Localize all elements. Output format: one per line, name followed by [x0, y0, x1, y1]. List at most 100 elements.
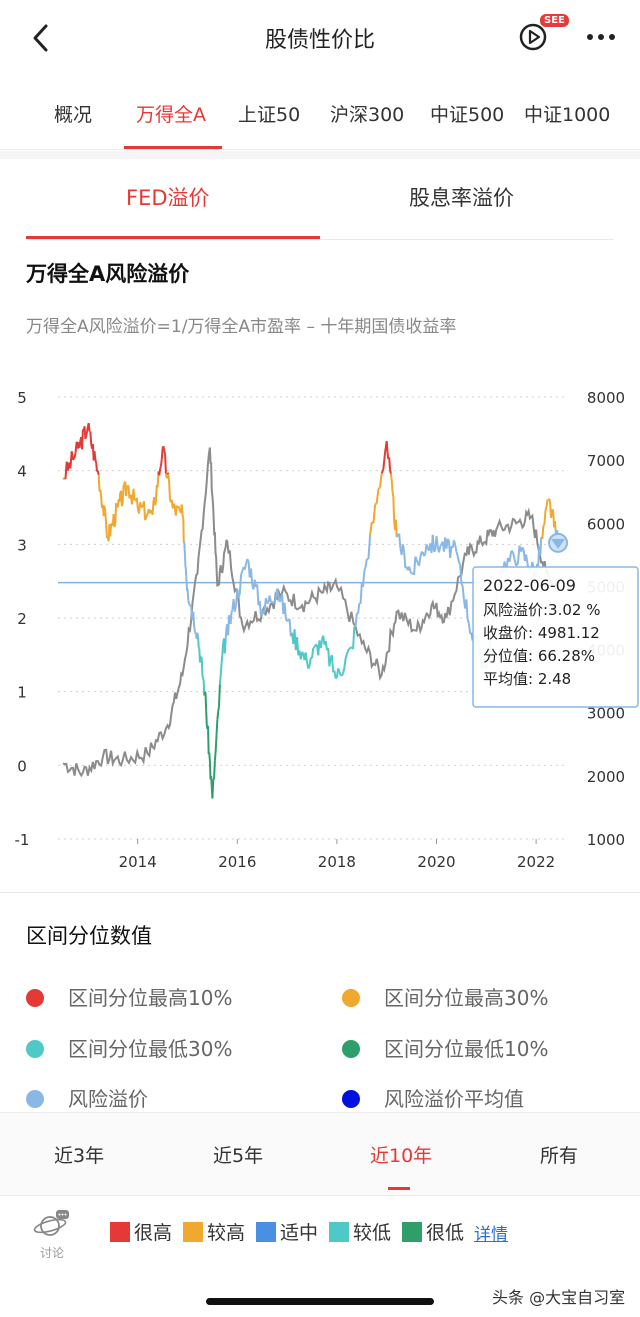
- risk-premium-segment: [301, 651, 304, 655]
- risk-premium-segment: [377, 486, 381, 490]
- risk-premium-segment: [118, 492, 122, 503]
- level-very-high: 很高: [110, 1218, 172, 1245]
- risk-premium-segment: [89, 431, 93, 445]
- risk-premium-segment: [204, 693, 208, 711]
- risk-premium-segment: [357, 603, 361, 614]
- risk-premium-segment: [85, 431, 89, 436]
- risk-premium-segment: [551, 508, 555, 513]
- tab-csi300[interactable]: 沪深300: [330, 104, 405, 126]
- y-right-tick-label: 1000: [587, 831, 625, 849]
- detail-link[interactable]: 详情: [474, 1225, 508, 1245]
- tab-csi500[interactable]: 中证500: [430, 104, 505, 126]
- tab-dividend-premium[interactable]: 股息率溢价: [409, 186, 514, 210]
- home-indicator[interactable]: [206, 1298, 434, 1305]
- risk-premium-segment: [438, 546, 442, 553]
- risk-premium-segment: [97, 474, 101, 492]
- tab-sse50[interactable]: 上证50: [238, 104, 301, 126]
- risk-premium-segment: [508, 550, 513, 562]
- risk-premium-segment: [212, 778, 215, 781]
- risk-premium-segment: [345, 650, 350, 655]
- risk-premium-segment: [125, 487, 128, 497]
- active-tab-indicator: [124, 146, 222, 149]
- close-price-series: [62, 447, 559, 778]
- level-medium: 适中: [256, 1218, 318, 1245]
- risk-premium-segment: [243, 563, 247, 570]
- risk-premium-segment: [539, 536, 543, 556]
- risk-premium-segment: [218, 675, 222, 685]
- risk-premium-segment: [249, 568, 254, 585]
- y-right-tick-label: 8000: [587, 389, 625, 407]
- risk-premium-segment: [547, 498, 550, 502]
- risk-premium-segment: [283, 602, 287, 619]
- risk-premium-segment: [433, 549, 436, 553]
- discuss-label: 讨论: [39, 1246, 64, 1260]
- risk-premium-segment: [227, 615, 230, 636]
- discuss-button[interactable]: 讨论: [32, 1208, 72, 1261]
- risk-premium-segment: [543, 510, 547, 525]
- legend-item-top10: 区间分位最高10%: [26, 982, 232, 1011]
- active-period-indicator: [388, 1187, 410, 1190]
- tab-overview[interactable]: 概况: [54, 104, 93, 126]
- risk-premium-segment: [262, 609, 266, 615]
- risk-premium-segment: [113, 523, 117, 528]
- risk-premium-segment: [548, 498, 552, 504]
- risk-premium-segment: [237, 593, 241, 599]
- more-button[interactable]: [584, 22, 618, 52]
- y-right-tick-label: 7000: [587, 452, 625, 470]
- period-5y[interactable]: 近5年: [213, 1145, 264, 1167]
- risk-premium-segment: [230, 610, 234, 613]
- risk-premium-segment: [216, 711, 220, 720]
- risk-premium-segment: [435, 536, 439, 548]
- risk-premium-segment: [431, 534, 436, 552]
- legend-item-bottom30: 区间分位最低30%: [26, 1033, 232, 1062]
- risk-premium-segment: [213, 760, 216, 779]
- risk-premium-segment: [408, 566, 412, 572]
- risk-premium-segment: [196, 632, 200, 638]
- risk-premium-segment: [135, 497, 139, 508]
- y-left-tick-label: 5: [17, 389, 27, 407]
- risk-premium-segment: [193, 625, 196, 633]
- risk-premium-segment: [122, 483, 126, 487]
- y-left-tick-label: 1: [17, 684, 27, 702]
- risk-premium-segment: [200, 659, 204, 676]
- risk-premium-segment: [180, 504, 184, 515]
- tab-wind-all-a[interactable]: 万得全A: [136, 104, 206, 126]
- risk-premium-segment: [162, 445, 166, 451]
- x-tick-label: 2016: [218, 853, 256, 871]
- period-3y[interactable]: 近3年: [54, 1145, 105, 1167]
- risk-premium-segment: [220, 654, 224, 665]
- risk-premium-segment: [218, 684, 221, 707]
- legend-item-average: 风险溢价平均值: [342, 1083, 524, 1112]
- risk-premium-segment: [392, 496, 396, 522]
- risk-premium-segment: [459, 564, 463, 584]
- risk-premium-segment: [511, 551, 516, 560]
- risk-premium-segment: [379, 473, 383, 488]
- risk-premium-segment: [211, 780, 215, 799]
- risk-premium-segment: [214, 734, 218, 751]
- period-selector: 近3年 近5年 近10年 所有: [0, 1112, 640, 1196]
- level-swatch: [183, 1222, 203, 1242]
- tab-csi1000[interactable]: 中证1000: [524, 104, 611, 126]
- period-10y[interactable]: 近10年: [370, 1145, 433, 1167]
- risk-premium-segment: [229, 612, 233, 625]
- risk-premium-segment: [334, 676, 338, 680]
- risk-premium-segment: [364, 558, 368, 568]
- risk-premium-segment: [105, 524, 108, 539]
- tooltip-line: 平均值: 2.48: [483, 670, 571, 688]
- risk-premium-segment: [458, 561, 462, 566]
- risk-premium-segment: [359, 582, 363, 604]
- risk-premium-segment: [390, 479, 394, 492]
- risk-premium-segment: [342, 667, 346, 674]
- y-right-tick-label: 3000: [587, 705, 625, 723]
- x-tick-label: 2022: [517, 853, 555, 871]
- risk-premium-segment: [78, 440, 82, 448]
- video-button[interactable]: [518, 22, 548, 52]
- risk-premium-chart[interactable]: 543210-180007000600050004000300020001000…: [0, 370, 640, 880]
- risk-premium-segment: [347, 648, 351, 652]
- risk-premium-segment: [270, 600, 273, 604]
- period-all[interactable]: 所有: [540, 1145, 579, 1167]
- risk-premium-segment: [304, 652, 309, 663]
- back-button[interactable]: [22, 18, 62, 58]
- tab-fed-premium[interactable]: FED溢价: [126, 186, 210, 210]
- risk-premium-segment: [246, 558, 250, 562]
